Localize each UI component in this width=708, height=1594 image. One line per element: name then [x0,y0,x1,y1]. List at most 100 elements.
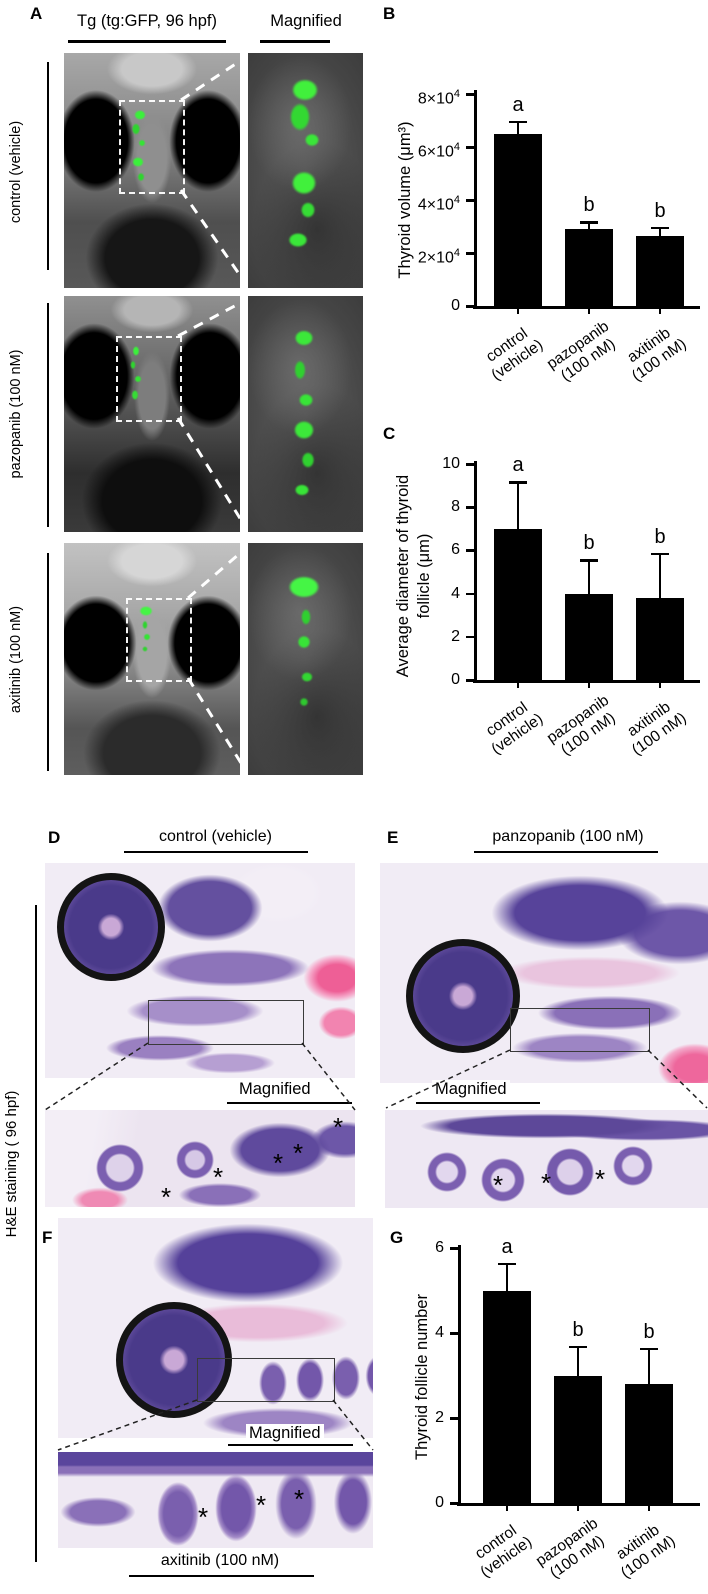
zoom-region-rect [116,336,182,422]
magnified-underline [228,1444,353,1446]
x-tick-mark [517,682,519,688]
follicle-asterisk: * [293,1138,304,1168]
bar [625,1384,673,1503]
x-tick-mark [577,1505,579,1511]
magnified-photo-pazopanib [248,296,363,532]
dashed-connector-line [186,677,248,772]
title-underline [124,851,308,853]
y-tick-exponent: 4 [453,247,460,259]
x-tick-mark [659,308,661,314]
dashed-connector-line [332,1399,374,1451]
y-tick-mark [466,463,474,466]
y-tick-exponent: 4 [453,88,460,100]
y-axis-line [474,461,477,682]
y-tick-label: 0 [451,671,460,688]
error-bar-cap [651,552,669,556]
follicle-asterisk: * [595,1164,606,1194]
gfp-thyroid-signal [280,557,330,762]
y-tick-label: 0 [451,297,460,314]
x-tick-mark [659,682,661,688]
panel-c-label: C [383,424,396,443]
panel-e-title: panzopanib (100 nM) [492,828,644,845]
hne-bracket-line [35,905,37,1562]
dashed-connector-line [647,1049,708,1109]
dashed-connector-line [57,1399,198,1451]
panel-f-label: F [42,1228,53,1247]
error-bar-stem [516,481,520,529]
x-tick-mark [506,1505,508,1511]
error-bar-cap [580,221,598,224]
panel-g-label: G [390,1228,404,1247]
x-axis-line [457,1503,700,1506]
error-bar-cap [580,559,598,562]
title-underline [68,40,226,43]
dashed-connector-line [385,1049,511,1109]
y-tick-mark [450,1502,458,1505]
y-tick-label: 2×104 [417,247,460,267]
x-tick-mark [588,308,590,314]
y-tick-mark [466,199,474,202]
follicle-asterisk: * [294,1484,305,1514]
follicle-asterisk: * [333,1112,344,1142]
y-tick-mark [466,592,474,596]
x-axis-line [473,680,700,683]
follicle-asterisk: * [198,1502,209,1532]
fluorescence-photo-control [64,53,240,288]
gfp-thyroid-signal [280,310,330,520]
hne-photo-pazopanib [380,863,708,1083]
error-bar-stem [658,226,662,236]
magnified-label-f: Magnified [246,1424,324,1443]
significance-letter: a [512,454,524,477]
follicle-asterisk: * [161,1182,172,1207]
y-tick-mark [450,1332,458,1335]
significance-letter: b [654,199,666,222]
bar [636,235,684,306]
significance-letter: a [501,1235,513,1258]
y-tick-mark [466,305,474,308]
y-tick-mark [466,679,474,682]
follicle-asterisk: * [273,1148,284,1178]
zoom-region-rect [148,1000,304,1045]
panel-d-label: D [48,828,61,847]
panel-a-label: A [30,4,43,23]
y-tick-label: 4 [435,1324,444,1341]
y-tick-label: 4 [451,584,460,602]
y-tick-mark [466,252,474,255]
y-tick-mark [466,146,474,149]
y-tick-exponent: 4 [453,194,460,206]
row-bracket-line [47,553,49,771]
error-bar-cap [640,1347,658,1351]
y-tick-mark [466,506,474,509]
x-axis-line [473,306,700,309]
error-bar-stem [576,1345,580,1376]
gfp-thyroid-signal [124,105,154,187]
title-underline [129,1575,314,1577]
panel-f-title: axitinib (100 nM) [160,1552,280,1569]
fluorescence-photo-axitinib [64,543,240,775]
bar [494,133,542,306]
error-bar-stem [505,1262,509,1291]
y-tick-mark [466,635,474,639]
panel-a-column-title-tg: Tg (tg:GFP, 96 hpf) [76,12,217,30]
zoom-region-rect [197,1358,335,1402]
magnified-photo-axitinib [248,543,363,775]
y-tick-label: 6 [451,541,460,559]
panel-b-label: B [383,4,396,23]
error-bar-cap [651,226,669,229]
y-axis-line [458,1245,461,1505]
y-tick-mark [450,1247,458,1250]
y-tick-label: 6 [435,1239,444,1256]
dashed-connector-line [301,1042,356,1111]
error-bar-cap [509,481,527,484]
follicle-asterisk: * [256,1490,267,1520]
error-bar-cap [509,120,527,123]
eye [57,873,165,981]
hne-photo-control [45,863,355,1078]
dashed-connector-line [176,417,248,529]
error-bar-stem [587,559,591,594]
y-tick-label: 2 [451,627,460,645]
